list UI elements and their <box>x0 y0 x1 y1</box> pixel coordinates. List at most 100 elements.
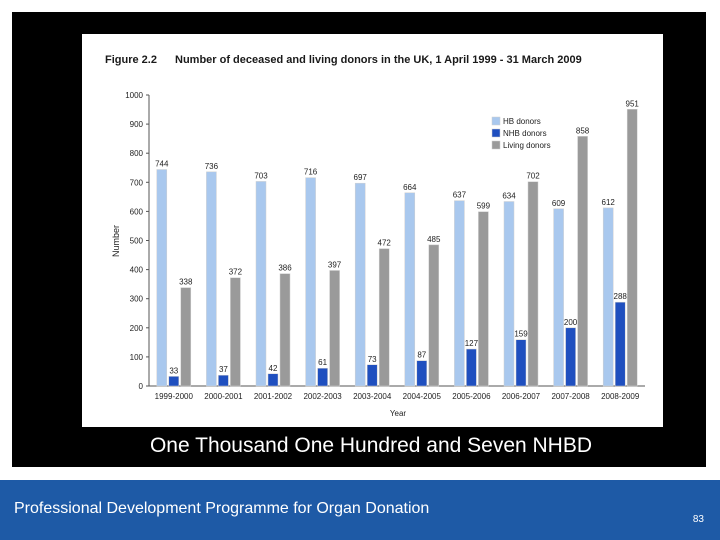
y-tick-label: 500 <box>130 237 144 246</box>
x-tick-label: 2003-2004 <box>353 392 392 401</box>
data-label: 200 <box>564 318 578 327</box>
figure-label: Figure 2.2 <box>105 54 157 66</box>
bar <box>329 270 340 387</box>
data-label: 634 <box>502 192 516 201</box>
x-tick-label: 2005-2006 <box>452 392 491 401</box>
bar <box>428 244 440 387</box>
bars: 744 33 338 736 37 372 703 42 386 716 61 397 697 73 472… <box>155 99 640 387</box>
data-label: 485 <box>427 235 441 244</box>
legend-swatch <box>491 116 501 126</box>
data-label: 73 <box>368 355 377 364</box>
data-label: 703 <box>254 171 268 180</box>
data-label: 637 <box>453 191 467 200</box>
bar <box>527 181 539 387</box>
y-tick-label: 1000 <box>125 91 143 100</box>
bar <box>478 211 489 387</box>
data-label: 61 <box>318 358 327 367</box>
data-label: 37 <box>219 365 228 374</box>
bar <box>503 201 515 387</box>
y-tick-label: 100 <box>130 353 144 362</box>
bar <box>317 367 328 387</box>
y-axis-label: Number <box>111 225 121 257</box>
figure-panel: Figure 2.2 Number of deceased and living… <box>82 34 663 427</box>
legend-label: HB donors <box>503 117 541 126</box>
legend-label: NHB donors <box>503 129 547 138</box>
bar <box>454 200 465 387</box>
data-label: 33 <box>169 366 178 375</box>
data-label: 951 <box>626 99 640 108</box>
bar <box>404 192 416 387</box>
bar <box>267 373 279 387</box>
data-label: 159 <box>514 330 528 339</box>
x-axis-label: Year <box>390 409 407 418</box>
legend-label: Living donors <box>503 141 551 150</box>
x-tick-label: 1999-2000 <box>155 392 194 401</box>
y-tick-label: 900 <box>130 120 144 129</box>
bar <box>279 273 291 387</box>
bar-chart: Figure 2.2 Number of deceased and living… <box>105 54 645 418</box>
x-tick-label: 2008-2009 <box>601 392 640 401</box>
bar <box>614 301 626 387</box>
y-tick-label: 300 <box>130 295 144 304</box>
bar <box>156 169 168 387</box>
data-label: 599 <box>477 202 491 211</box>
data-label: 612 <box>602 198 616 207</box>
data-label: 736 <box>205 162 219 171</box>
data-label: 744 <box>155 159 169 168</box>
data-label: 338 <box>179 278 193 287</box>
bar <box>466 348 477 387</box>
footer-bar: Professional Development Programme for O… <box>0 480 720 540</box>
x-tick-label: 2007-2008 <box>551 392 590 401</box>
x-tick-label: 2004-2005 <box>403 392 442 401</box>
bar <box>168 376 180 387</box>
bar <box>180 287 192 387</box>
x-tick-label: 2006-2007 <box>502 392 541 401</box>
bar <box>577 136 588 387</box>
data-label: 716 <box>304 168 318 177</box>
y-tick-label: 200 <box>130 324 144 333</box>
bar <box>553 208 564 387</box>
data-label: 127 <box>465 339 479 348</box>
x-tick-label: 2001-2002 <box>254 392 293 401</box>
legend: HB donors NHB donors Living donors <box>491 116 551 150</box>
bar <box>366 364 378 387</box>
data-label: 397 <box>328 260 342 269</box>
data-label: 288 <box>614 292 628 301</box>
data-label: 697 <box>354 173 368 182</box>
legend-swatch <box>491 128 501 138</box>
slide-caption: One Thousand One Hundred and Seven NHBD <box>149 434 593 457</box>
data-label: 42 <box>269 364 278 373</box>
slide-frame: Figure 2.2 Number of deceased and living… <box>12 12 706 467</box>
bar <box>305 177 316 387</box>
bar <box>416 360 428 387</box>
bar <box>602 207 614 387</box>
bar <box>218 374 229 387</box>
data-label: 702 <box>526 172 540 181</box>
data-label: 386 <box>278 264 292 273</box>
bar <box>378 248 390 387</box>
data-label: 372 <box>229 268 243 277</box>
bar <box>515 339 527 387</box>
x-tick-label: 2002-2003 <box>303 392 342 401</box>
data-label: 87 <box>417 351 426 360</box>
y-tick-label: 800 <box>130 149 144 158</box>
y-tick-label: 0 <box>139 382 144 391</box>
bar <box>354 182 366 387</box>
legend-swatch <box>491 140 501 150</box>
data-label: 609 <box>552 199 566 208</box>
x-tick-label: 2000-2001 <box>204 392 243 401</box>
bar <box>230 277 241 387</box>
y-tick-label: 600 <box>130 207 144 216</box>
chart-title: Number of deceased and living donors in … <box>175 54 582 66</box>
y-tick-label: 400 <box>130 266 144 275</box>
bar <box>255 181 267 387</box>
y-tick-label: 700 <box>130 178 144 187</box>
bar <box>565 327 576 387</box>
page-number: 83 <box>692 514 704 525</box>
data-label: 664 <box>403 183 417 192</box>
bar <box>626 109 638 387</box>
data-label: 858 <box>576 126 590 135</box>
footer-title: Professional Development Programme for O… <box>14 500 430 517</box>
bar <box>206 171 217 387</box>
data-label: 472 <box>378 239 392 248</box>
